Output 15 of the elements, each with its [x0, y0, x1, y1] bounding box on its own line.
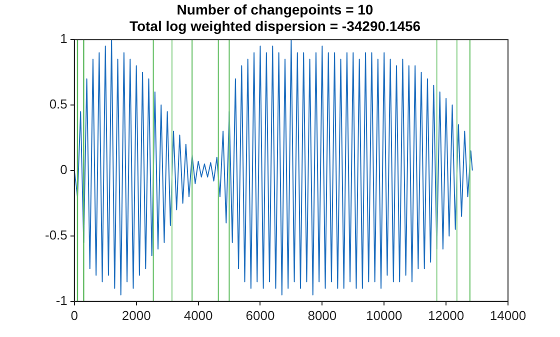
x-tick-label: 4000 — [184, 308, 213, 323]
x-tick-label: 8000 — [308, 308, 337, 323]
x-tick-label: 6000 — [246, 308, 275, 323]
y-tick-label: -0.5 — [44, 228, 68, 243]
x-tick-label: 0 — [70, 308, 78, 323]
x-tick-label: 10000 — [366, 308, 402, 323]
x-tick-label: 12000 — [428, 308, 464, 323]
x-tick-label: 2000 — [122, 308, 151, 323]
x-tick-label: 14000 — [490, 308, 526, 323]
y-tick-label: 0.5 — [49, 96, 68, 112]
y-tick-label: 1 — [60, 31, 68, 46]
y-tick-label: -1 — [56, 292, 68, 308]
chart-title: Number of changepoints = 10 — [176, 1, 374, 18]
chart-subtitle: Total log weighted dispersion = -34290.1456 — [129, 18, 421, 34]
y-tick-label: 0 — [60, 162, 68, 178]
